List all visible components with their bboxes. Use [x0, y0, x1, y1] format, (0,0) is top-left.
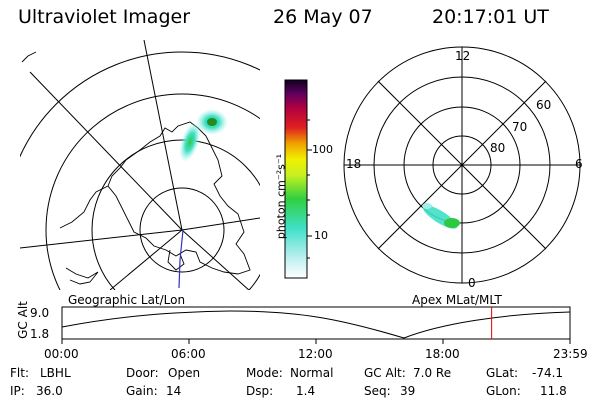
polar-panel-label: Apex MLat/MLT	[412, 293, 502, 307]
glat-label: GLat:	[486, 366, 519, 380]
mlat-label-70: 70	[512, 120, 528, 134]
altitude-xtick-1800: 18:00	[425, 347, 460, 361]
mlt-label-top: 12	[455, 49, 471, 63]
glat-value: -74.1	[532, 366, 564, 380]
colorbar-tick-100: 100	[312, 143, 333, 156]
aurora-emission-polar	[422, 203, 460, 229]
longitude-lines	[20, 40, 260, 290]
altitude-curve	[61, 310, 571, 339]
ip-value: 36.0	[36, 384, 63, 398]
mlat-label-80: 80	[490, 141, 506, 155]
altitude-xtick-0000: 00:00	[44, 347, 79, 361]
image-time: 20:17:01 UT	[432, 6, 549, 28]
door-value: Open	[168, 366, 201, 380]
aurora-emission-geo	[179, 109, 228, 163]
altitude-xtick-2359: 23:59	[553, 347, 588, 361]
gc-alt-label: GC Alt:	[364, 366, 406, 380]
gain-label: Gain:	[126, 384, 158, 398]
altitude-xtick-1200: 12:00	[298, 347, 333, 361]
geo-panel-label: Geographic Lat/Lon	[68, 293, 186, 307]
mode-value: Normal	[290, 366, 334, 380]
mlt-label-bottom: 0	[468, 276, 476, 290]
altitude-x-ticks	[61, 339, 571, 344]
dsp-label: Dsp:	[246, 384, 274, 398]
mode-label: Mode:	[246, 366, 283, 380]
dsp-value: 1.4	[296, 384, 316, 398]
glon-label: GLon:	[486, 384, 521, 398]
gain-value: 14	[166, 384, 182, 398]
altitude-ytick-high: 9.0	[30, 306, 50, 320]
colorbar-tick-10: 10	[314, 229, 328, 242]
glon-value: 11.8	[540, 384, 567, 398]
filter-label: Flt:	[10, 366, 29, 380]
mlat-label-60: 60	[536, 98, 552, 112]
door-label: Door:	[126, 366, 159, 380]
instrument-title: Ultraviolet Imager	[18, 6, 191, 28]
mlt-label-right: 6	[575, 157, 583, 171]
altitude-xtick-0600: 06:00	[171, 347, 206, 361]
ip-label: IP:	[10, 384, 25, 398]
colorbar-ticks	[307, 119, 312, 259]
altitude-axis-label: GC Alt	[16, 301, 30, 339]
seq-value: 39	[400, 384, 416, 398]
antarctica-coastline	[107, 121, 251, 275]
gc-alt-value: 7.0 Re	[413, 366, 452, 380]
mlt-label-left: 18	[346, 157, 362, 171]
altitude-ytick-low: 1.8	[30, 327, 50, 341]
ground-track	[178, 229, 184, 289]
image-date: 26 May 07	[273, 6, 373, 28]
seq-label: Seq:	[364, 384, 391, 398]
filter-value: LBHL	[40, 366, 71, 380]
